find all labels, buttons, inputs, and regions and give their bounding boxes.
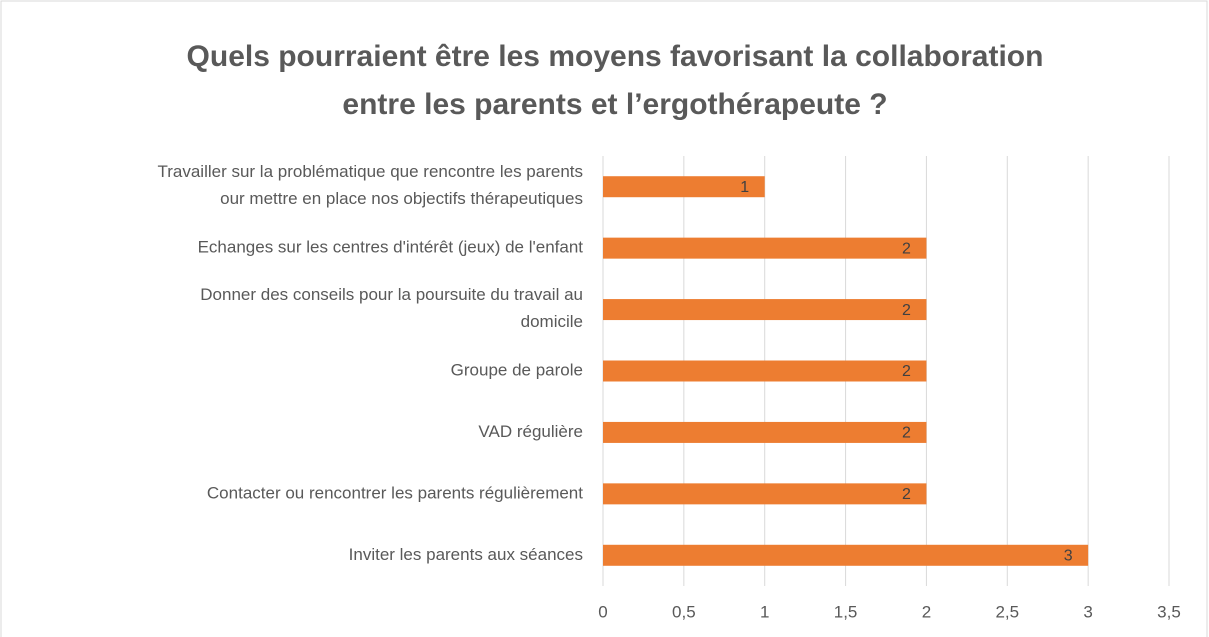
bar — [603, 237, 927, 259]
x-tick-label: 3,5 — [1157, 602, 1181, 621]
x-tick-label: 1 — [760, 602, 769, 621]
bar — [603, 483, 927, 505]
data-label: 2 — [902, 363, 911, 380]
y-tick-label: Echanges sur les centres d'intérêt (jeux… — [198, 238, 584, 257]
bar — [603, 544, 1089, 566]
data-label: 3 — [1064, 548, 1073, 565]
y-tick-label: Donner des conseils pour la poursuite du… — [200, 286, 583, 332]
y-tick-label: VAD régulière — [478, 422, 583, 441]
y-tick-label: Travailler sur la problématique que renc… — [157, 163, 583, 209]
chart-title: Quels pourraient être les moyens favoris… — [187, 40, 1044, 121]
y-tick-label: Groupe de parole — [451, 360, 583, 379]
data-label: 2 — [902, 240, 911, 257]
x-tick-label: 3 — [1083, 602, 1092, 621]
bar — [603, 421, 927, 443]
bar — [603, 299, 927, 321]
bar — [603, 176, 765, 198]
x-tick-label: 2 — [922, 602, 931, 621]
x-tick-label: 0,5 — [672, 602, 696, 621]
data-label: 2 — [902, 425, 911, 442]
x-tick-label: 0 — [598, 602, 607, 621]
y-tick-label: Contacter ou rencontrer les parents régu… — [207, 483, 583, 502]
bar — [603, 360, 927, 382]
y-tick-label: Inviter les parents aux séances — [349, 545, 583, 564]
data-label: 2 — [902, 302, 911, 319]
data-label: 2 — [902, 486, 911, 503]
x-tick-label: 1,5 — [834, 602, 858, 621]
data-label: 1 — [740, 179, 749, 196]
x-tick-label: 2,5 — [995, 602, 1019, 621]
